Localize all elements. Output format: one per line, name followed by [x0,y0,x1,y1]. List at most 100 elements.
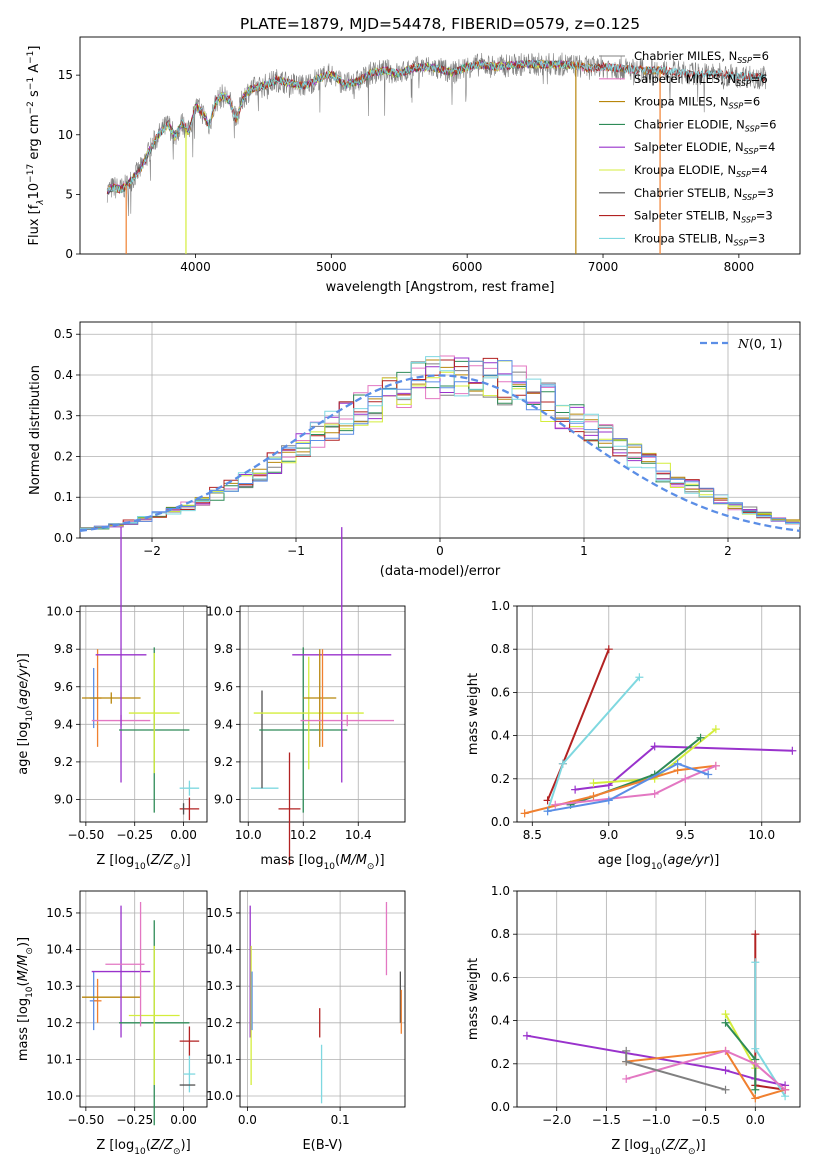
label-part: ( [662,853,667,868]
tick-label-y: 10.5 [206,906,233,920]
y-axis-label: age [log10(age/yr)] [16,653,35,775]
legend-label: Chabrier MILES, NSSP=6 [634,49,769,65]
label-part: ( [661,1138,666,1153]
tick-label-x: −1.0 [641,1113,670,1127]
legend-sub: SSP [729,102,744,111]
tick-label-x: 2 [724,544,732,558]
tick-label-x: −1 [287,544,305,558]
plus-marker [751,1059,760,1068]
tick-label-x: 10.0 [748,828,775,842]
label-part: erg cm [27,114,42,163]
mw-vs-age-chart: 8.5 9.0 9.5 10.0 0.0 0.2 0.4 0.6 0.8 1.0 age [log1… [466,599,801,872]
label-part: M/M [340,853,367,868]
label-part: Z/Z [150,1138,174,1153]
plot-frame [239,890,406,1108]
y-axis-label: mass [log10(M/M⊙)] [16,937,35,1061]
legend-name: Chabrier ELODIE, N [634,117,745,131]
mass-vs-Z-chart: −0.50 −0.25 0.00 10.0 10.1 10.2 10.3 10.4 10.5 Z … [16,890,208,1157]
label-part: Flux [f [27,204,42,245]
plus-marker [721,1066,730,1075]
y-axis-label: Normed distribution [28,365,43,495]
label-part: −2 [26,101,36,114]
tick-label-y: 10.4 [46,943,73,957]
age-vs-mass-chart: 10.0 10.2 10.4 9.0 9.2 9.4 9.6 9.8 10.0 mass [log… [206,527,406,872]
tick-label-y: 0.4 [54,368,73,382]
plot-frame [516,890,801,1108]
tick-label-y: 10.0 [206,605,233,619]
mass-weight-series [625,1049,786,1091]
plus-marker [520,809,529,818]
tick-label-x: 8000 [724,260,755,274]
label-part: )] [696,1138,706,1153]
spectrum-series [106,52,767,217]
tick-label-y: 0.0 [54,531,73,545]
histogram-chart: −2 −1 0 1 2 0.0 0.1 0.2 0.3 0.4 0.5 (data-model)/er… [28,321,801,579]
legend-count: =6 [743,95,760,109]
age-vs-Z-chart: −0.50 −0.25 0.009.09.29.49.69.810.0Z [log1… [16,527,208,872]
legend-name: Salpeter MILES, N [634,72,736,86]
legend-label: Salpeter STELIB, NSSP=3 [634,209,773,225]
tick-label-y: 0.6 [491,685,510,699]
label-part: 10 [25,986,35,998]
x-axis-label: Z [log10(Z/Z⊙)] [96,853,190,872]
x-axis-label: wavelength [Angstrom, rest frame] [326,280,555,295]
legend-label: Salpeter ELODIE, NSSP=4 [634,140,775,156]
label-part: )] [181,1138,191,1153]
mass-weight-series [546,648,610,801]
legend-label: Kroupa ELODIE, NSSP=4 [634,163,768,179]
mass-weight-series [626,1049,786,1100]
label-part: −1 [26,51,36,64]
tick-label-y: 10.2 [46,1016,73,1030]
tick-label-y: 10 [58,128,73,142]
label-part: )] [181,853,191,868]
label-part: 10 [651,862,663,872]
tick-label-y: 10.0 [46,605,73,619]
mw-vs-Z-chart: −2.0 −1.5 −1.0 −0.5 0.0 0.0 0.2 0.4 0.6 0.8 1.0 Z [… [466,884,801,1157]
spectrum-series [106,59,767,194]
tick-label-y: 0.8 [491,927,510,941]
tick-label-x: 9.0 [599,828,618,842]
tick-label-x: 0.00 [170,1113,197,1127]
plot-frame [516,605,801,823]
tick-label-y: 1.0 [491,884,510,898]
legend-sub: SSP [734,238,749,247]
plus-marker [721,1010,730,1019]
legend-count: =3 [748,231,765,245]
gaussian-curve [79,374,801,533]
plot-frame [79,890,208,1108]
legend-count: =6 [760,117,777,131]
tick-label-y: 9.0 [54,792,73,806]
legend-sub: SSP [742,193,757,202]
plus-marker [711,725,720,734]
label-part: ⊙ [173,1147,181,1157]
plus-marker [622,1057,631,1066]
plot-frame [79,321,801,539]
plot-frame [239,605,406,823]
label-part: −1 [26,77,36,90]
tick-label-y: 10.4 [206,943,233,957]
x-axis-label: E(B-V) [302,1138,342,1153]
label-part: ( [146,1138,151,1153]
plus-marker [622,1074,631,1083]
tick-label-y: 0.0 [491,1100,510,1114]
y-axis-label: mass weight [466,673,481,755]
plus-marker [751,1044,760,1053]
legend-count: =6 [751,72,768,86]
label-part: ⊙ [367,862,375,872]
plus-marker [551,800,560,809]
mass-weight-series [547,762,709,813]
tick-label-y: 10.3 [206,979,233,993]
tick-label-x: 10.4 [345,828,372,842]
plus-marker [650,789,659,798]
tick-label-y: 9.0 [214,792,233,806]
tick-label-x: 0 [436,544,444,558]
tick-label-x: 8.5 [523,828,542,842]
label-part: ⊙ [25,947,35,955]
tick-label-x: 0.0 [238,1113,257,1127]
label-part: ( [16,705,31,710]
tick-label-y: 9.2 [214,755,233,769]
legend-name: Chabrier MILES, N [634,49,737,63]
plus-marker [711,761,720,770]
legend-sub: SSP [736,79,751,88]
